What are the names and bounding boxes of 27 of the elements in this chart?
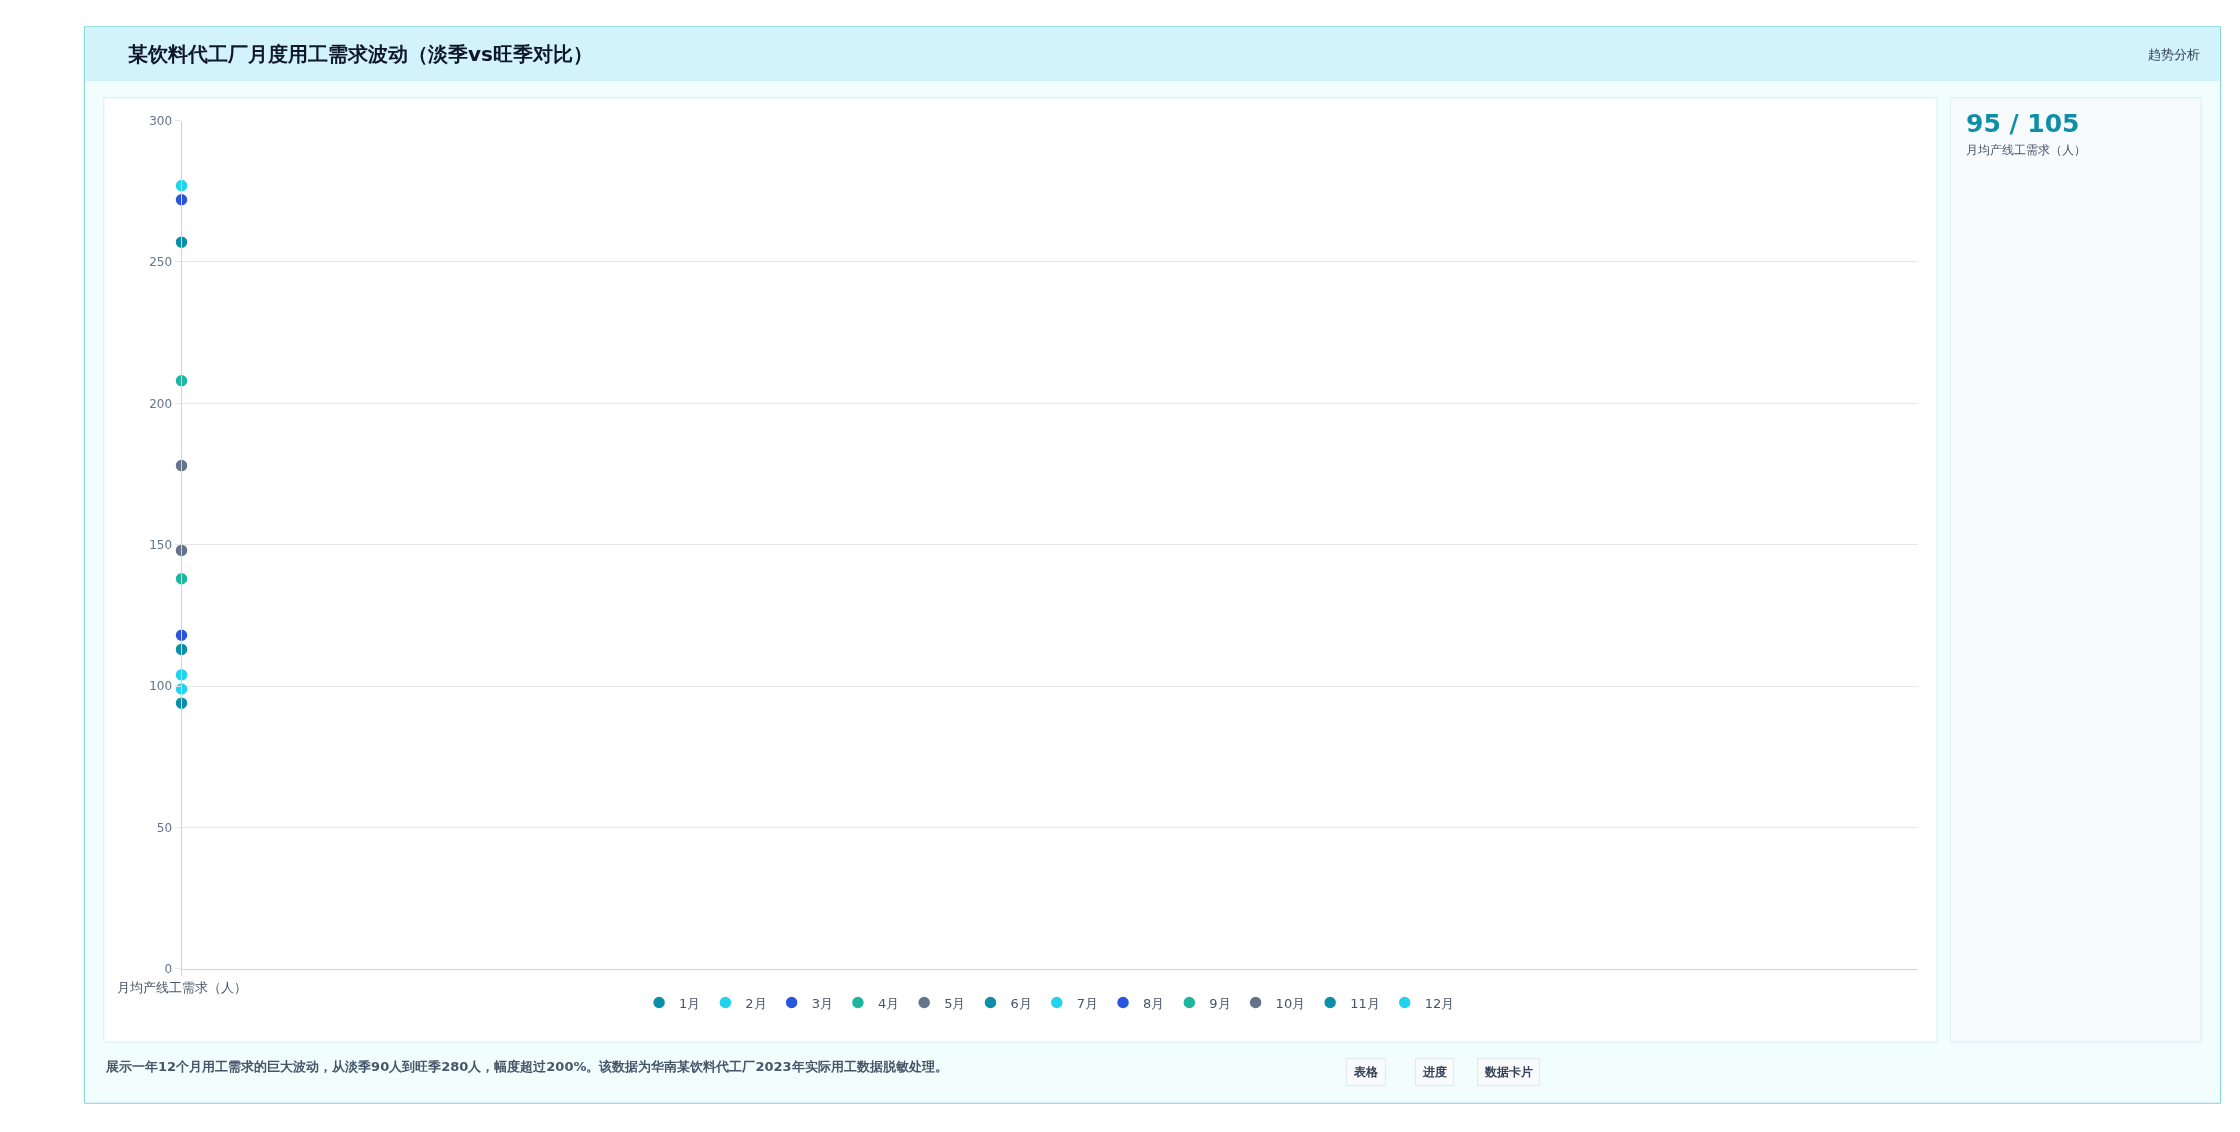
text: 表格	[1353, 1065, 1379, 1079]
y-tick-label: 300	[149, 113, 173, 128]
legend-label: 2月	[745, 995, 767, 1011]
legend-label: 11月	[1350, 995, 1380, 1011]
legend-label: 1月	[679, 995, 701, 1011]
text: 趋势分析	[2148, 47, 2200, 62]
legend-label: 6月	[1010, 995, 1032, 1011]
text: 展示一年12个月用工需求的巨大波动，从淡季90人到旺季280人，幅度超过200%。该数据为华南某饮料代工厂2023年实际用工数据脱敏处理。	[105, 1059, 948, 1074]
text: 95 / 105	[1966, 109, 2080, 138]
y-tick-label: 0	[164, 962, 173, 977]
y-tick-label: 100	[149, 679, 173, 694]
legend-label: 12月	[1424, 995, 1455, 1011]
legend-label: 9月	[1209, 995, 1231, 1011]
y-tick-label: 50	[156, 820, 173, 835]
legend-label: 7月	[1076, 995, 1099, 1011]
text: 月均产线工需求（人）	[1966, 143, 2086, 157]
legend-label: 10月	[1275, 995, 1306, 1011]
y-tick-label: 200	[149, 396, 173, 411]
legend-label: 4月	[877, 995, 900, 1011]
legend-label: 5月	[944, 995, 966, 1011]
y-tick-label: 150	[149, 537, 173, 552]
text: 进度	[1422, 1065, 1447, 1079]
legend-label: 8月	[1143, 995, 1165, 1011]
legend-label: 3月	[811, 995, 833, 1011]
text: 某饮料代工厂月度用工需求波动（淡季vs旺季对比）	[127, 42, 593, 66]
y-tick-label: 250	[149, 255, 173, 270]
text: 数据卡片	[1484, 1065, 1533, 1079]
